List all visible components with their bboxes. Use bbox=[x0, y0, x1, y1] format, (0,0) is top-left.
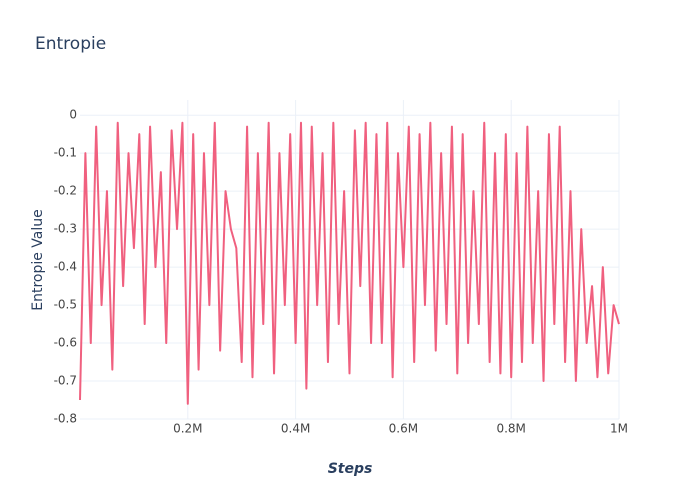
x-tick-label: 0.2M bbox=[173, 422, 202, 436]
y-tick-label: -0.5 bbox=[54, 298, 77, 312]
y-tick-label: -0.6 bbox=[54, 336, 77, 350]
x-axis-title: Steps bbox=[328, 461, 373, 477]
y-tick-label: -0.7 bbox=[54, 374, 77, 388]
data-line bbox=[79, 121, 620, 405]
y-tick-label: 0 bbox=[69, 108, 77, 122]
y-tick-label: -0.1 bbox=[54, 146, 77, 160]
x-tick-label: 0.8M bbox=[496, 422, 525, 436]
x-tick-label: 0.4M bbox=[281, 422, 310, 436]
x-tick-label: 0.6M bbox=[389, 422, 418, 436]
y-tick-label: -0.2 bbox=[54, 184, 77, 198]
y-tick-label: -0.4 bbox=[54, 260, 77, 274]
x-tick-label: 1M bbox=[610, 422, 628, 436]
y-tick-label: -0.8 bbox=[54, 412, 77, 426]
y-tick-label: -0.3 bbox=[54, 222, 77, 236]
chart-title: Entropie bbox=[35, 34, 106, 54]
y-axis-title: Entropie Value bbox=[30, 209, 46, 311]
